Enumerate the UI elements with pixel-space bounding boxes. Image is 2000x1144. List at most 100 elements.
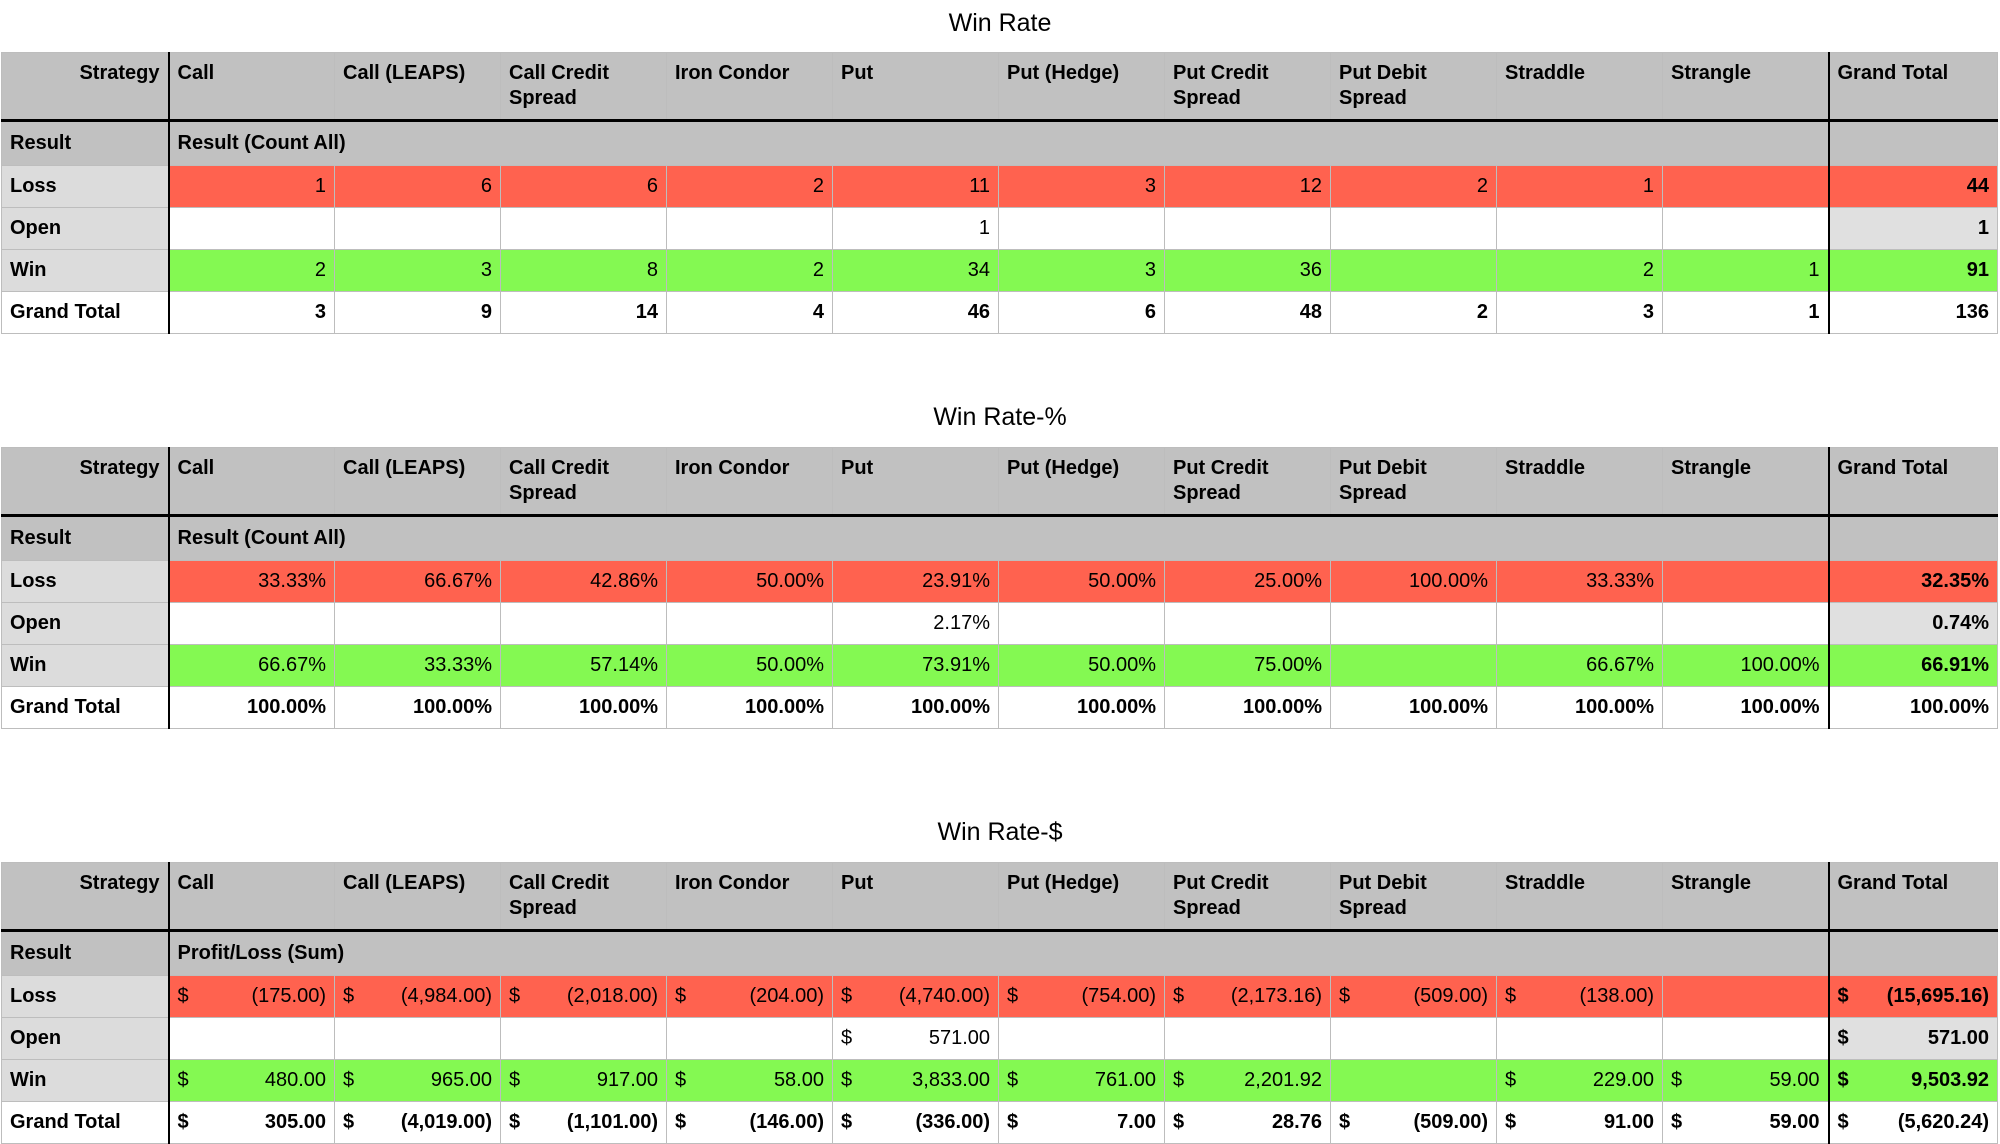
column-header: Put (832, 862, 999, 932)
amount: 229.00 (1592, 1069, 1654, 1091)
value-cell (1330, 1017, 1497, 1060)
value-cell: $ (2,173.16) (1164, 975, 1331, 1018)
currency-symbol: $ (1173, 1069, 1185, 1091)
amount: (754.00) (1081, 985, 1157, 1007)
value-cell: 6 (500, 165, 667, 208)
strategy-header: Strategy (1, 447, 170, 517)
currency-symbol: $ (1837, 1027, 1849, 1049)
value-cell (1662, 560, 1829, 603)
column-header: Call Credit Spread (500, 52, 667, 122)
measure-total-blank (1827, 515, 1998, 561)
table-row: Grand Total 100.00% 100.00% 100.00% 100.00% 1… (1, 686, 1998, 729)
value-cell: 1 (832, 207, 999, 250)
value-cell: 66.67% (168, 644, 335, 687)
value-cell: $ (4,019.00) (334, 1101, 501, 1144)
currency-symbol: $ (1505, 985, 1517, 1007)
grand-total-cell: 91 (1827, 249, 1998, 292)
amount: 917.00 (596, 1069, 658, 1091)
grand-total-cell: 32.35% (1827, 560, 1998, 603)
amount: (4,740.00) (898, 985, 990, 1007)
currency-symbol: $ (841, 1069, 853, 1091)
amount: (509.00) (1413, 985, 1489, 1007)
value-cell (998, 207, 1165, 250)
value-cell: 2 (666, 249, 833, 292)
grand-total-cell: 66.91% (1827, 644, 1998, 687)
column-header: Put Credit Spread (1164, 447, 1331, 517)
currency-symbol: $ (1173, 1111, 1185, 1133)
table-row: Win $480.00 $965.00 $917.00 $58.00 $3,833.00 $… (1, 1059, 1998, 1102)
value-cell: $ (204.00) (666, 975, 833, 1018)
column-header: Call (LEAPS) (334, 447, 501, 517)
value-cell: $28.76 (1164, 1101, 1331, 1144)
value-cell: 9 (334, 291, 501, 334)
grand-total-cell: $ (15,695.16) (1827, 975, 1998, 1018)
amount: 9,503.92 (1911, 1069, 1989, 1091)
table-row: Open 2.17% 0.74% (1, 602, 1998, 645)
value-cell (1496, 602, 1663, 645)
value-cell: 6 (998, 291, 1165, 334)
value-cell: 66.67% (1496, 644, 1663, 687)
amount: (336.00) (915, 1111, 991, 1133)
measure-total-blank (1827, 930, 1998, 976)
value-cell (1330, 249, 1497, 292)
value-cell: 1 (1496, 165, 1663, 208)
row-label: Open (1, 602, 170, 645)
value-cell: 100.00% (168, 686, 335, 729)
result-header: Result (1, 120, 170, 166)
value-cell: 23.91% (832, 560, 999, 603)
value-cell: 2 (168, 249, 335, 292)
row-label: Loss (1, 975, 170, 1018)
currency-symbol: $ (841, 1111, 853, 1133)
value-cell (168, 602, 335, 645)
value-cell: 50.00% (666, 644, 833, 687)
amount: 571.00 (1927, 1027, 1989, 1049)
row-label: Grand Total (1, 686, 170, 729)
pivot-table: Strategy Call Call (LEAPS) Call Credit Spre… (1, 862, 1998, 1144)
column-header: Call Credit Spread (500, 862, 667, 932)
currency-symbol: $ (1671, 1111, 1683, 1133)
value-cell: 34 (832, 249, 999, 292)
table-row: Loss 33.33% 66.67% 42.86% 50.00% 23.91% 50.00%… (1, 560, 1998, 603)
amount: 571.00 (928, 1027, 990, 1049)
currency-symbol: $ (343, 1069, 355, 1091)
measure-label: Result (Count All) (168, 515, 1829, 561)
row-label: Loss (1, 165, 170, 208)
column-header: Iron Condor (666, 52, 833, 122)
value-cell (1164, 207, 1331, 250)
amount: (146.00) (749, 1111, 825, 1133)
row-label: Win (1, 1059, 170, 1102)
table-row: Loss $ (175.00) $ (4,984.00) $ (2,018.00) $ (204… (1, 975, 1998, 1018)
value-cell: 36 (1164, 249, 1331, 292)
value-cell: 3 (998, 165, 1165, 208)
value-cell (1330, 1059, 1497, 1102)
amount: 965.00 (430, 1069, 492, 1091)
value-cell (1662, 602, 1829, 645)
result-header: Result (1, 515, 170, 561)
value-cell: 3 (334, 249, 501, 292)
table-title: Win Rate-$ (937, 818, 1063, 846)
value-cell: $ (4,740.00) (832, 975, 999, 1018)
strategy-header: Strategy (1, 52, 170, 122)
value-cell: 100.00% (500, 686, 667, 729)
amount: 3,833.00 (912, 1069, 990, 1091)
value-cell: 33.33% (168, 560, 335, 603)
table-row: Win 66.67% 33.33% 57.14% 50.00% 73.91% 50.00% 7… (1, 644, 1998, 687)
column-header: Put Debit Spread (1330, 52, 1497, 122)
amount: (1,101.00) (566, 1111, 658, 1133)
measure-label: Result (Count All) (168, 120, 1829, 166)
column-header: Put (832, 447, 999, 517)
currency-symbol: $ (675, 1111, 687, 1133)
column-header: Strangle (1662, 862, 1829, 932)
table-row: Win 2 3 8 2 34 3 36 2 1 91 (1, 249, 1998, 292)
value-cell: $305.00 (168, 1101, 335, 1144)
value-cell: 33.33% (1496, 560, 1663, 603)
pivot-table: Strategy Call Call (LEAPS) Call Credit Spre… (1, 447, 1998, 729)
value-cell: $58.00 (666, 1059, 833, 1102)
value-cell (1662, 207, 1829, 250)
strategy-header: Strategy (1, 862, 170, 932)
value-cell (500, 602, 667, 645)
value-cell: $229.00 (1496, 1059, 1663, 1102)
currency-symbol: $ (177, 1069, 189, 1091)
currency-symbol: $ (675, 1069, 687, 1091)
value-cell: 3 (998, 249, 1165, 292)
